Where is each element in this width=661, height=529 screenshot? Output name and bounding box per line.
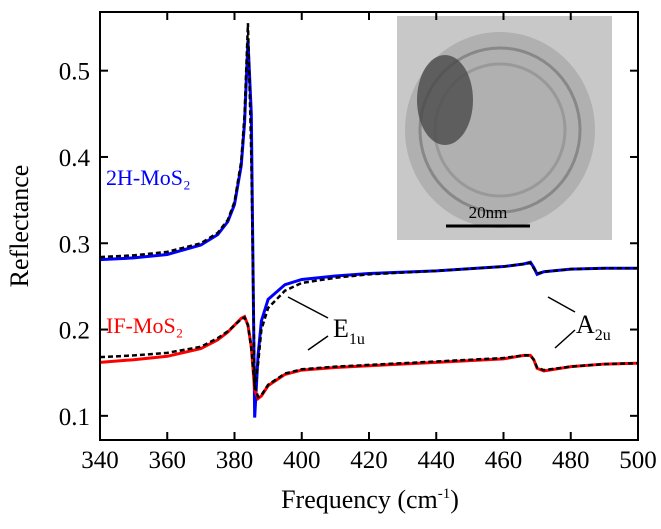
inset-image: 20nm — [397, 16, 612, 240]
x-tick-label: 440 — [418, 447, 456, 474]
y-tick-label: 0.2 — [59, 318, 90, 345]
arrow — [288, 297, 328, 318]
annotation-arrows — [288, 297, 575, 350]
y-tick-label: 0.1 — [59, 404, 90, 431]
annotation: A2u — [576, 310, 611, 344]
x-tick-label: 420 — [350, 447, 388, 474]
x-tick-label: 400 — [283, 447, 321, 474]
annotation-sub: 2u — [595, 327, 611, 344]
scale-label: 20nm — [469, 203, 508, 222]
y-tick-label: 0.4 — [59, 145, 91, 172]
annotation-text: A — [576, 310, 595, 339]
series-label: 2H-MoS₂ — [106, 165, 191, 190]
y-tick-label: 0.3 — [59, 231, 90, 258]
x-tick-label: 380 — [216, 447, 254, 474]
chart: 20nm 2H-MoS₂ IF-MoS₂ 340 360 380 400 420 440 460… — [0, 0, 661, 524]
y-tick-label: 0.5 — [59, 59, 90, 86]
inset-dark-region — [417, 55, 473, 145]
x-tick-label: 480 — [552, 447, 590, 474]
series-label: IF-MoS₂ — [106, 313, 183, 338]
x-tick-label: 460 — [485, 447, 523, 474]
x-tick-label: 360 — [149, 447, 187, 474]
arrow — [548, 297, 575, 312]
x-axis-label-text: Frequency (cm — [281, 485, 438, 514]
arrow — [555, 330, 575, 348]
x-tick-label: 500 — [619, 447, 657, 474]
annotation: E1u — [333, 314, 365, 348]
arrow — [308, 336, 328, 350]
annotation-sub: 1u — [349, 331, 365, 348]
x-axis-label-sup: -1 — [438, 486, 451, 502]
x-axis-label: Frequency (cm-1) — [281, 485, 459, 514]
x-tick-label: 340 — [81, 447, 119, 474]
y-axis-label: Reflectance — [5, 165, 34, 288]
annotation-text: E — [333, 314, 349, 343]
x-axis-label-after: ) — [450, 485, 459, 514]
